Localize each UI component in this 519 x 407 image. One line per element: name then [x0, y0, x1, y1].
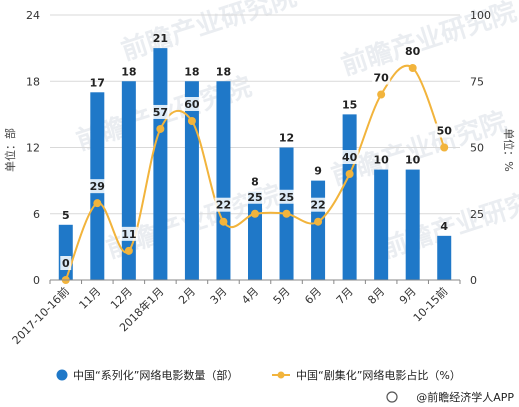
- bar-value-label: 17: [90, 76, 105, 89]
- legend-bar-label: 中国“系列化”网络电影数量（部）: [73, 368, 238, 382]
- line-value-label: 70: [373, 72, 389, 85]
- bar-value-label: 10: [405, 154, 421, 167]
- watermark-text: 前瞻产业研究院: [118, 0, 301, 67]
- x-tick-label: 3月: [208, 285, 230, 307]
- line-value-label: 22: [310, 199, 325, 212]
- line-label-bg: [309, 197, 328, 212]
- y-left-tick-label: 24: [26, 9, 40, 22]
- legend-line-label: 中国“剧集化”网络电影占比（%）: [296, 368, 461, 382]
- line-point: [440, 143, 449, 152]
- line-label-bg: [214, 197, 233, 212]
- bar-value-label: 15: [342, 98, 357, 111]
- x-tick-label: 5月: [271, 285, 293, 307]
- line-label-bg: [119, 226, 138, 241]
- x-tick-label: 6月: [302, 285, 324, 307]
- y-left-tick-label: 12: [26, 142, 40, 155]
- line-label-bg: [182, 97, 201, 111]
- line-point: [408, 64, 417, 72]
- bar-value-label: 21: [153, 32, 168, 45]
- line-point: [282, 209, 291, 218]
- legend: 中国“系列化”网络电影数量（部） 中国“剧集化”网络电影占比（%）: [56, 368, 461, 382]
- line-value-label: 25: [279, 191, 294, 204]
- y-axis-left-label: 单位：部: [3, 128, 17, 172]
- line-point: [187, 117, 196, 125]
- watermark-text: 前瞻产业研究院: [338, 0, 519, 82]
- bar-value-label: 5: [62, 209, 70, 222]
- line-point: [93, 199, 102, 208]
- line-label-bg: [340, 150, 359, 164]
- x-tick-label: 4月: [239, 285, 261, 307]
- source-text: @前瞻经济学人APP: [416, 390, 514, 404]
- x-tick-label: 10-15前: [410, 284, 450, 324]
- bar-value-label: 9: [314, 165, 322, 178]
- line-label-bg: [403, 44, 422, 58]
- y-left-tick-label: 0: [33, 274, 40, 287]
- bar: [437, 235, 452, 280]
- legend-line-marker-dot: [277, 371, 285, 379]
- line-label-bg: [277, 189, 296, 204]
- line-value-label: 22: [216, 199, 231, 212]
- line-label-bg: [60, 256, 72, 270]
- line-label-bg: [151, 104, 170, 119]
- legend-bar-marker: [56, 369, 68, 381]
- bar: [153, 48, 168, 280]
- line-point: [251, 209, 259, 218]
- bar: [248, 191, 262, 280]
- line-point: [314, 217, 323, 226]
- y-right-tick-label: 100: [470, 9, 491, 22]
- line-value-label: 40: [342, 151, 358, 164]
- line-point: [124, 246, 133, 255]
- bar: [374, 169, 389, 280]
- source-logo-icon: [386, 391, 398, 403]
- y-left-tick-label: 18: [26, 75, 40, 88]
- line-value-label: 11: [121, 228, 136, 241]
- x-tick-label: 8月: [365, 285, 387, 307]
- x-tick-label: 7月: [334, 285, 356, 307]
- line-value-label: 57: [153, 106, 168, 119]
- line-value-label: 29: [90, 180, 105, 193]
- x-tick-label: 9月: [397, 285, 419, 307]
- line-value-label: 80: [405, 45, 421, 58]
- line-label-bg: [88, 179, 107, 194]
- line-point: [345, 170, 354, 178]
- x-tick-label: 2月: [176, 285, 198, 307]
- y-axis-right-label: 单位：%: [502, 128, 516, 171]
- x-tick-label: 2017-10-16前: [9, 284, 72, 347]
- line-point: [219, 217, 228, 226]
- line-label-bg: [246, 189, 264, 204]
- bar-value-label: 4: [440, 220, 448, 233]
- x-tick-label: 11月: [77, 285, 104, 312]
- line-label-bg: [435, 123, 454, 138]
- source-credit: @前瞻经济学人APP: [386, 390, 514, 404]
- y-left-tick-label: 6: [33, 208, 40, 221]
- line-label-bg: [372, 70, 391, 85]
- bar: [311, 180, 326, 280]
- y-right-tick-label: 25: [470, 208, 484, 221]
- bar: [58, 224, 73, 280]
- bar-value-label: 12: [279, 132, 294, 145]
- y-right-tick-label: 75: [470, 75, 484, 88]
- line-value-label: 50: [437, 125, 453, 138]
- bar-value-label: 8: [251, 176, 259, 189]
- y-right-tick-label: 0: [470, 274, 477, 287]
- bar: [342, 114, 357, 280]
- line-value-label: 0: [62, 257, 70, 270]
- y-right-tick-label: 50: [470, 142, 484, 155]
- bar: [216, 81, 231, 280]
- gridlines: [50, 14, 460, 215]
- bar-value-label: 18: [184, 65, 199, 78]
- line-value-label: 60: [184, 98, 200, 111]
- line-point: [377, 90, 386, 99]
- bar-value-label: 10: [373, 154, 389, 167]
- bar-value-label: 18: [216, 65, 231, 78]
- x-tick-label: 12月: [108, 285, 135, 312]
- bar-value-label: 18: [121, 65, 136, 78]
- bar: [184, 81, 199, 280]
- bar: [405, 169, 420, 280]
- line-value-label: 25: [247, 191, 262, 204]
- line-point: [156, 124, 165, 133]
